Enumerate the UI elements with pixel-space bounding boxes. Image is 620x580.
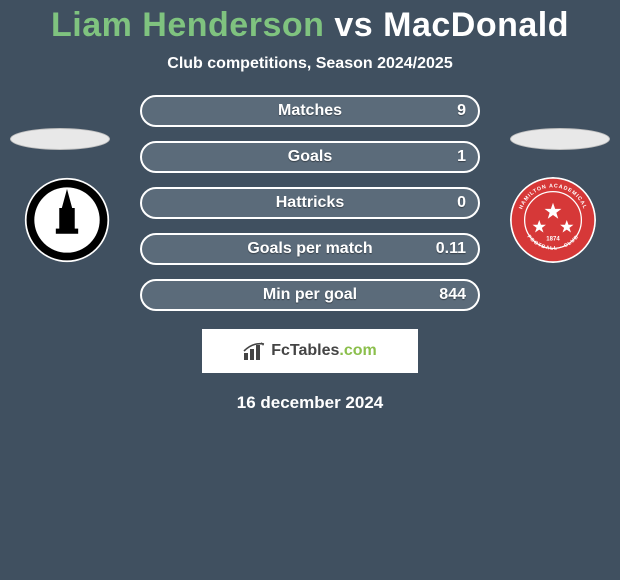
player-right-name: MacDonald bbox=[383, 6, 569, 44]
stat-pill: Goals 1 bbox=[140, 141, 480, 173]
club-crest-left: ALKIR bbox=[24, 177, 110, 263]
comparison-title: Liam Henderson vs MacDonald bbox=[0, 6, 620, 45]
club-crest-right: HAMILTON ACADEMICAL FOOTBALL · CLUB 1874 bbox=[510, 177, 596, 263]
stat-label: Matches bbox=[278, 102, 342, 120]
player-left-avatar bbox=[10, 128, 110, 150]
player-right-avatar bbox=[510, 128, 610, 150]
stat-right-value: 0.11 bbox=[436, 240, 466, 258]
stat-pill: Hattricks 0 bbox=[140, 187, 480, 219]
player-left-name: Liam Henderson bbox=[51, 6, 324, 44]
stat-label: Min per goal bbox=[263, 286, 357, 304]
stat-pill: Goals per match 0.11 bbox=[140, 233, 480, 265]
stat-label: Hattricks bbox=[276, 194, 344, 212]
logo-suffix: .com bbox=[339, 342, 376, 359]
stat-right-value: 844 bbox=[439, 286, 466, 304]
subtitle: Club competitions, Season 2024/2025 bbox=[0, 55, 620, 73]
source-logo: FcTables.com bbox=[202, 329, 418, 373]
stat-label: Goals per match bbox=[247, 240, 372, 258]
stat-right-value: 0 bbox=[457, 194, 466, 212]
stat-right-value: 9 bbox=[457, 102, 466, 120]
stat-pill: Matches 9 bbox=[140, 95, 480, 127]
stat-label: Goals bbox=[288, 148, 332, 166]
stats-list: Matches 9 Goals 1 Hattricks 0 Goals per … bbox=[140, 95, 480, 311]
infographic-root: Liam Henderson vs MacDonald Club competi… bbox=[0, 0, 620, 580]
logo-text: FcTables.com bbox=[271, 342, 377, 360]
svg-text:1874: 1874 bbox=[546, 237, 560, 243]
bars-icon bbox=[243, 341, 267, 361]
date-line: 16 december 2024 bbox=[0, 393, 620, 413]
title-vs: vs bbox=[334, 6, 373, 44]
stat-right-value: 1 bbox=[457, 148, 466, 166]
logo-main: FcTables bbox=[271, 342, 339, 359]
stat-pill: Min per goal 844 bbox=[140, 279, 480, 311]
